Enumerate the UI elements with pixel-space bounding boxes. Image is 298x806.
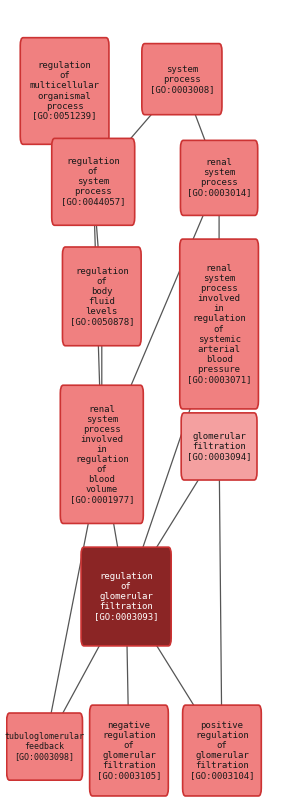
Text: tubuloglomerular
feedback
[GO:0003098]: tubuloglomerular feedback [GO:0003098] [4,732,85,761]
FancyBboxPatch shape [81,547,171,646]
FancyBboxPatch shape [63,247,141,346]
FancyBboxPatch shape [90,705,168,796]
FancyBboxPatch shape [60,385,143,523]
Text: renal
system
process
involved
in
regulation
of
systemic
arterial
blood
pressure
: renal system process involved in regulat… [187,264,251,384]
Text: positive
regulation
of
glomerular
filtration
[GO:0003104]: positive regulation of glomerular filtra… [190,721,254,780]
FancyBboxPatch shape [52,139,135,226]
FancyBboxPatch shape [181,413,257,480]
Text: negative
regulation
of
glomerular
filtration
[GO:0003105]: negative regulation of glomerular filtra… [97,721,161,780]
Text: regulation
of
glomerular
filtration
[GO:0003093]: regulation of glomerular filtration [GO:… [94,572,158,621]
FancyBboxPatch shape [7,713,83,780]
Text: system
process
[GO:0003008]: system process [GO:0003008] [150,64,214,93]
FancyBboxPatch shape [180,239,258,409]
Text: glomerular
filtration
[GO:0003094]: glomerular filtration [GO:0003094] [187,432,251,461]
Text: renal
system
process
[GO:0003014]: renal system process [GO:0003014] [187,158,251,197]
Text: renal
system
process
involved
in
regulation
of
blood
volume
[GO:0001977]: renal system process involved in regulat… [69,405,134,504]
FancyBboxPatch shape [181,140,258,215]
FancyBboxPatch shape [20,38,109,144]
Text: regulation
of
system
process
[GO:0044057]: regulation of system process [GO:0044057… [61,157,125,206]
Text: regulation
of
body
fluid
levels
[GO:0050878]: regulation of body fluid levels [GO:0050… [69,267,134,326]
Text: regulation
of
multicellular
organismal
process
[GO:0051239]: regulation of multicellular organismal p… [30,61,100,121]
FancyBboxPatch shape [142,44,222,114]
FancyBboxPatch shape [183,705,261,796]
